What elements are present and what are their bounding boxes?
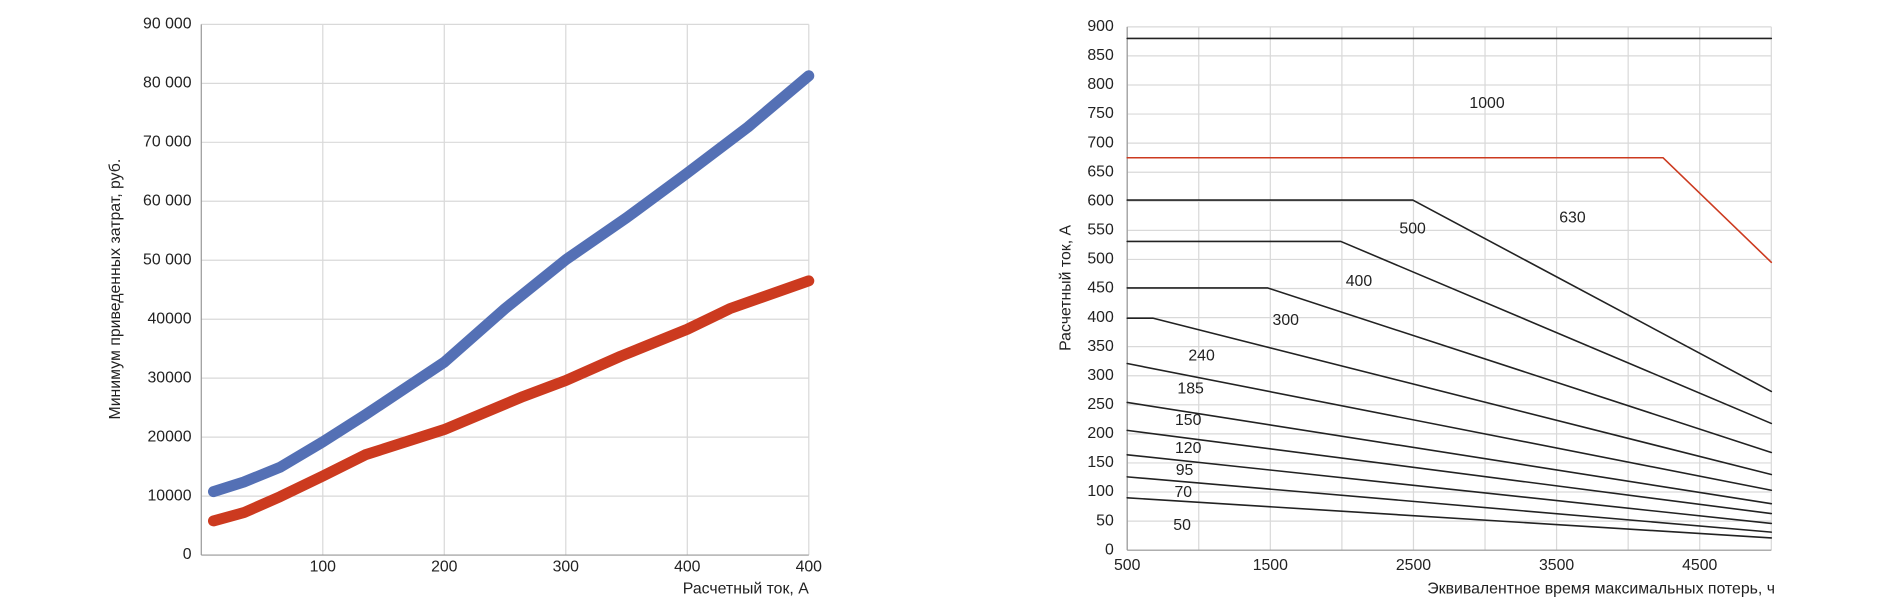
line bbox=[1126, 287, 1773, 454]
y-tick-label: 700 bbox=[1087, 134, 1114, 151]
y-tick-label: 100 bbox=[1087, 483, 1114, 500]
annotation: 185 bbox=[1177, 380, 1204, 397]
y-tick-label: 150 bbox=[1087, 454, 1114, 471]
line bbox=[1126, 476, 1773, 533]
x-tick-label: 400 bbox=[796, 558, 823, 575]
y-tick-label: 350 bbox=[1087, 338, 1114, 355]
x-axis-title: Расчетный ток, А bbox=[683, 580, 809, 597]
line bbox=[1126, 497, 1773, 539]
x-tick-label: 400 bbox=[674, 558, 701, 575]
x-tick-label: 100 bbox=[310, 558, 337, 575]
annotation: 500 bbox=[1399, 221, 1426, 238]
annotation: 70 bbox=[1174, 484, 1192, 501]
annotation: 50 bbox=[1173, 517, 1191, 534]
y-tick-label: 800 bbox=[1087, 76, 1114, 93]
x-tick-label: 1500 bbox=[1253, 557, 1288, 574]
y-tick-label: 400 bbox=[1087, 309, 1114, 326]
y-tick-label: 900 bbox=[1087, 18, 1114, 35]
x-tick-label: 4500 bbox=[1682, 557, 1717, 574]
line bbox=[1126, 240, 1773, 425]
y-tick-label: 50 000 bbox=[143, 251, 192, 268]
line bbox=[207, 275, 815, 527]
y-tick-label: 30000 bbox=[147, 369, 191, 386]
x-tick-label: 500 bbox=[1114, 557, 1141, 574]
y-tick-label: 450 bbox=[1087, 280, 1114, 297]
x-tick-label: 3500 bbox=[1539, 557, 1574, 574]
line bbox=[1126, 401, 1773, 505]
y-tick-label: 300 bbox=[1087, 367, 1114, 384]
y-tick-label: 850 bbox=[1087, 47, 1114, 64]
y-tick-label: 500 bbox=[1087, 251, 1114, 268]
y-tick-label: 650 bbox=[1087, 163, 1114, 180]
y-tick-label: 60 000 bbox=[143, 192, 192, 209]
annotation: 95 bbox=[1176, 462, 1194, 479]
y-tick-label: 750 bbox=[1087, 105, 1114, 122]
y-tick-label: 600 bbox=[1087, 192, 1114, 209]
y-tick-label: 250 bbox=[1087, 396, 1114, 413]
annotation: 630 bbox=[1559, 210, 1586, 227]
x-tick-label: 200 bbox=[431, 558, 458, 575]
y-tick-label: 550 bbox=[1087, 222, 1114, 239]
y-tick-label: 90 000 bbox=[143, 16, 192, 33]
y-tick-label: 70 000 bbox=[143, 134, 192, 151]
y-tick-label: 50 bbox=[1096, 512, 1114, 529]
annotation: 300 bbox=[1273, 312, 1300, 329]
line bbox=[1126, 317, 1773, 476]
line bbox=[1126, 453, 1773, 525]
line bbox=[1126, 362, 1773, 492]
line bbox=[1126, 199, 1773, 393]
y-tick-label: 10000 bbox=[147, 487, 191, 504]
annotation: 400 bbox=[1346, 273, 1373, 290]
y-tick-label: 40000 bbox=[147, 310, 191, 327]
annotation: 150 bbox=[1175, 412, 1202, 429]
y-tick-label: 200 bbox=[1087, 425, 1114, 442]
y-axis-title: Минимум приведенных затрат, руб. bbox=[107, 159, 124, 420]
x-tick-label: 300 bbox=[553, 558, 580, 575]
y-tick-label: 0 bbox=[1105, 541, 1114, 558]
y-tick-label: 0 bbox=[183, 546, 192, 563]
y-axis-title: Расчетный ток, А bbox=[1057, 224, 1074, 350]
x-axis-title: Эквивалентное время максимальных потерь,… bbox=[1427, 580, 1775, 597]
annotation: 240 bbox=[1188, 347, 1215, 364]
line bbox=[207, 70, 815, 498]
x-tick-label: 2500 bbox=[1396, 557, 1431, 574]
annotation: 1000 bbox=[1469, 95, 1504, 112]
y-tick-label: 20000 bbox=[147, 428, 191, 445]
line bbox=[1126, 429, 1773, 515]
line bbox=[1126, 156, 1773, 264]
y-tick-label: 80 000 bbox=[143, 75, 192, 92]
annotation: 120 bbox=[1175, 440, 1202, 457]
